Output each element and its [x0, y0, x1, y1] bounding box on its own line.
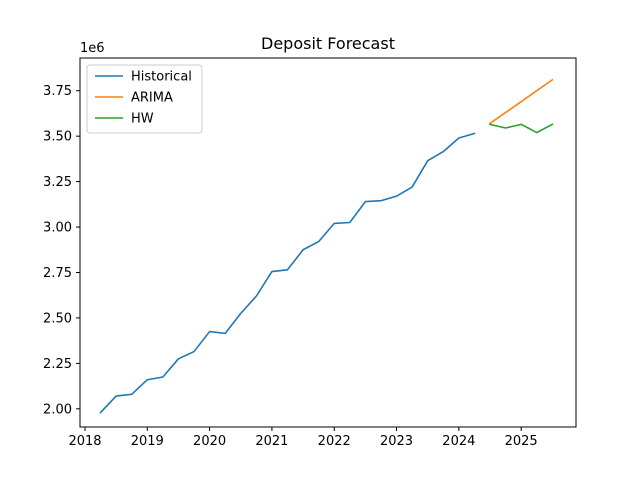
- legend-label-arima: ARIMA: [131, 91, 173, 106]
- x-tick-label: 2022: [318, 434, 351, 449]
- y-axis: 2.00 2.25 2.50 2.75 3.00 3.25 3.50 3.75: [43, 84, 80, 417]
- x-tick-label: 2018: [68, 434, 101, 449]
- y-tick-label: 2.75: [43, 266, 72, 281]
- y-tick-label: 3.00: [43, 221, 72, 236]
- x-tick-label: 2023: [380, 434, 413, 449]
- x-tick-label: 2025: [505, 434, 538, 449]
- y-tick-label: 3.50: [43, 130, 72, 145]
- y-tick-label: 2.25: [43, 357, 72, 372]
- x-axis: 2018 2019 2020 2021 2022 2023 2024 2025: [68, 427, 538, 449]
- x-tick-label: 2024: [442, 434, 475, 449]
- y-tick-label: 2.50: [43, 311, 72, 326]
- legend-label-historical: Historical: [131, 70, 192, 85]
- x-tick-label: 2021: [255, 434, 288, 449]
- y-axis-offset-label: 1e6: [80, 41, 105, 56]
- series-layer: [99, 78, 554, 414]
- y-tick-label: 3.75: [43, 84, 72, 99]
- y-tick-label: 2.00: [43, 402, 72, 417]
- chart-title: Deposit Forecast: [261, 34, 395, 53]
- y-tick-label: 3.25: [43, 175, 72, 190]
- plot-area: [79, 57, 577, 428]
- series-line-arima: [488, 78, 554, 125]
- series-line-hw: [489, 123, 554, 134]
- plot-frame: [79, 57, 577, 428]
- series-line-historical: [99, 132, 476, 414]
- x-tick-label: 2020: [193, 434, 226, 449]
- legend-label-hw: HW: [131, 112, 154, 127]
- x-tick-label: 2019: [131, 434, 164, 449]
- legend-box: [86, 64, 203, 134]
- legend: Historical ARIMA HW: [86, 64, 203, 134]
